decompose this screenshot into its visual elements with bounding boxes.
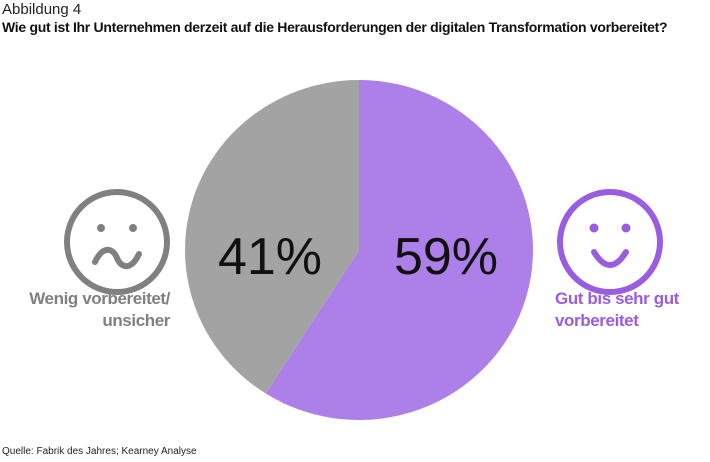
pie-slice-59 bbox=[265, 80, 533, 420]
chart-title: Wie gut ist Ihr Unternehmen derzeit auf … bbox=[2, 19, 668, 35]
pie-slice-41 bbox=[185, 79, 359, 394]
smiley-unsure-icon bbox=[64, 189, 170, 295]
legend-label-unsure: Wenig vorbereitet/ unsicher bbox=[10, 288, 170, 332]
slice-label-59: 59% bbox=[394, 228, 498, 286]
smiley-happy-icon bbox=[557, 189, 663, 295]
source-note: Quelle: Fabrik des Jahres; Kearney Analy… bbox=[2, 446, 197, 457]
slice-label-41: 41% bbox=[218, 228, 322, 286]
legend-text: Gut bis sehr gut vorbereitet bbox=[555, 289, 679, 330]
figure-label: Abbildung 4 bbox=[2, 1, 82, 18]
legend-label-prepared: Gut bis sehr gut vorbereitet bbox=[555, 288, 695, 332]
legend-text: Wenig vorbereitet/ unsicher bbox=[29, 289, 170, 330]
